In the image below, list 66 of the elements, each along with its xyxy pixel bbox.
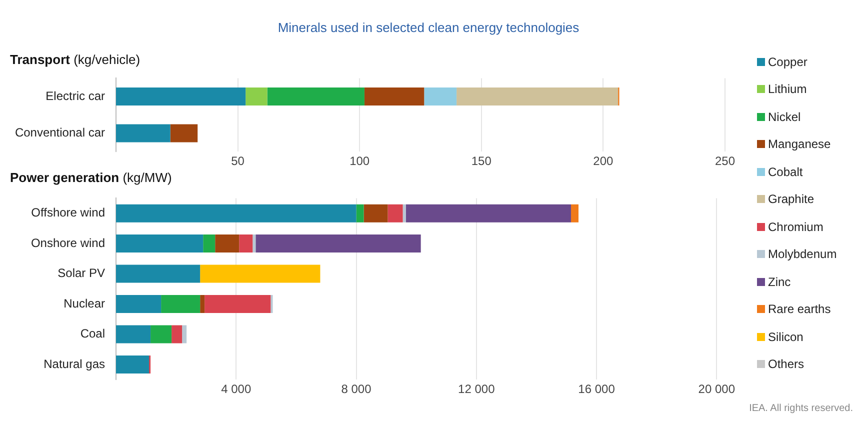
y-tick-label: Coal [80, 326, 105, 341]
bar [182, 325, 187, 344]
x-tick-label: 150 [471, 154, 492, 168]
x-tick-label: 8 000 [341, 382, 372, 396]
y-tick-label: Offshore wind [31, 206, 105, 220]
legend-label: Others [768, 357, 804, 372]
bar [239, 234, 253, 253]
chart-subtitle: Power generation (kg/MW) [10, 170, 172, 185]
legend-label: Silicon [768, 330, 804, 344]
bar [364, 204, 388, 222]
bar [172, 325, 182, 344]
text: IEA. All rights reserved. [749, 403, 853, 414]
x-tick-label: 4 000 [221, 382, 252, 396]
y-tick-label: Electric car [46, 88, 106, 103]
bar [116, 355, 150, 374]
bar [256, 234, 421, 253]
legend-label: Cobalt [768, 164, 803, 179]
legend-label: Graphite [768, 192, 814, 206]
bar [116, 295, 162, 314]
x-tick-label: 200 [593, 154, 614, 168]
legend-label: Molybdenum [768, 247, 837, 262]
bar [116, 204, 356, 222]
legend-label: Zinc [768, 274, 791, 289]
bar [246, 88, 268, 106]
y-tick-label: Onshore wind [30, 236, 105, 250]
legend-label: Nickel [768, 110, 801, 124]
x-tick-label: 250 [714, 154, 736, 168]
chart-subtitle: Transport (kg/vehicle) [10, 52, 140, 67]
bar [215, 234, 240, 253]
bar [456, 88, 618, 106]
legend-label: Chromium [768, 220, 824, 234]
bar [570, 204, 578, 222]
bar [116, 234, 204, 253]
bar [116, 124, 170, 142]
bar [388, 204, 403, 222]
bar [150, 325, 172, 344]
bar [252, 234, 256, 253]
bar [203, 234, 216, 253]
bar [267, 88, 364, 106]
bar [364, 88, 424, 106]
y-tick-label: Solar PV [58, 266, 105, 280]
bar [161, 295, 200, 314]
x-tick-label: 12 000 [458, 382, 496, 396]
bar [116, 325, 151, 344]
legend-label: Copper [768, 54, 808, 69]
x-tick-label: 16 000 [578, 382, 616, 396]
bar [116, 88, 246, 106]
y-tick-label: Natural gas [44, 356, 105, 371]
bar [356, 204, 364, 222]
x-tick-label: 100 [350, 154, 370, 168]
bar [406, 204, 571, 222]
bar [200, 295, 205, 314]
y-tick-label: Conventional car [14, 126, 105, 140]
legend-label: Manganese [768, 137, 831, 152]
legend-label: Rare earths [768, 302, 831, 316]
bar [204, 295, 271, 314]
bar [424, 88, 457, 106]
x-tick-label: 50 [231, 154, 245, 168]
bar [200, 264, 320, 283]
bar [402, 204, 406, 222]
bar [170, 124, 198, 142]
bar [116, 264, 200, 283]
legend-label: Lithium [768, 82, 807, 96]
y-tick-label: Nuclear [64, 296, 105, 310]
chart-title: Minerals used in selected clean energy technologies [276, 20, 580, 35]
x-tick-label: 20 000 [698, 382, 736, 396]
